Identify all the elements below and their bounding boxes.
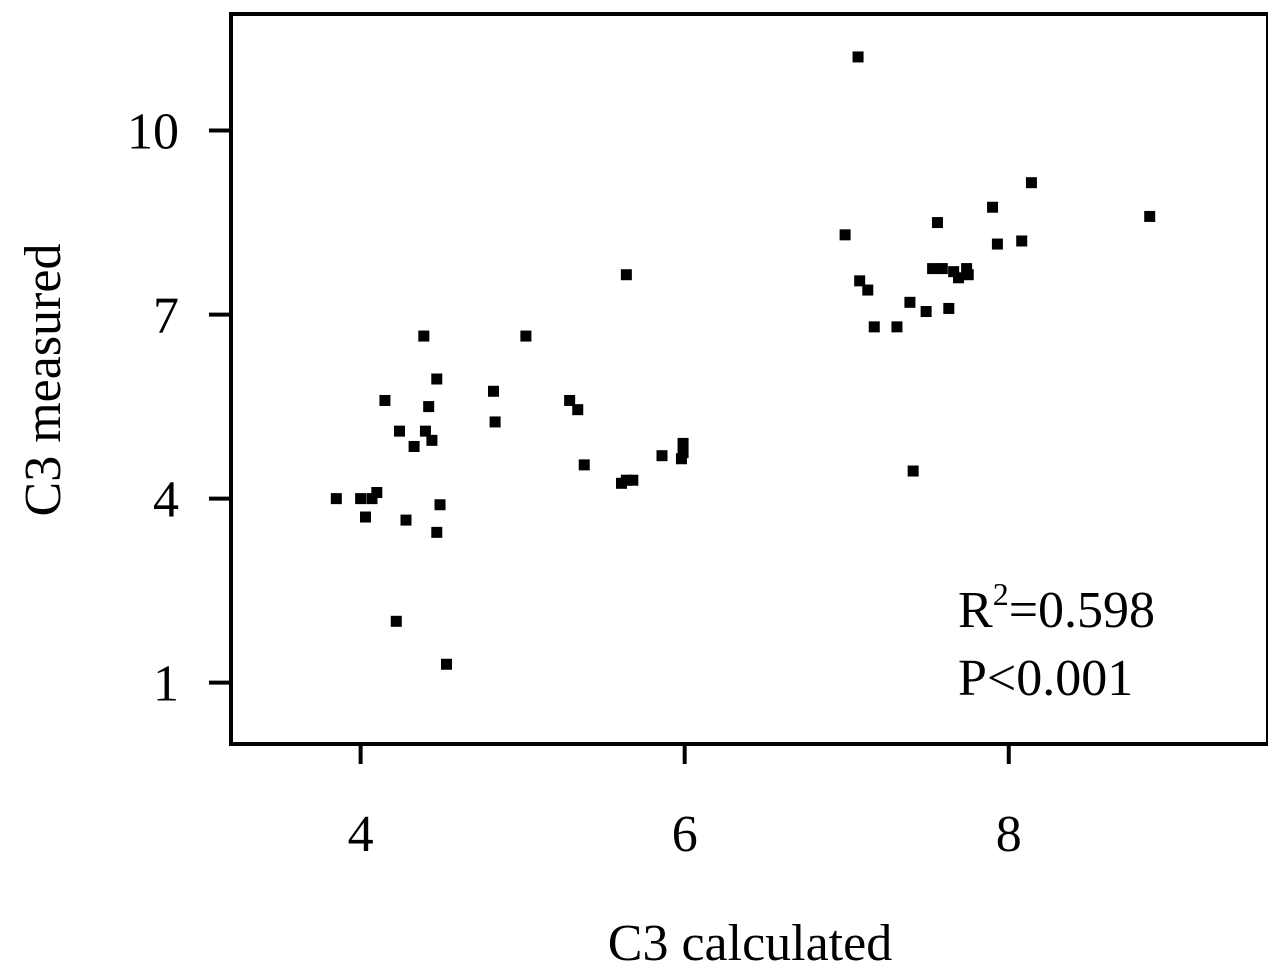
data-point	[1025, 177, 1037, 189]
data-point	[839, 229, 851, 241]
y-tick-label: 7	[153, 288, 179, 345]
data-point	[489, 416, 501, 428]
data-point	[862, 284, 874, 296]
data-point	[390, 615, 402, 627]
data-point	[943, 302, 955, 314]
r-squared-value: =0.598	[1009, 582, 1155, 639]
x-tick-label: 8	[996, 806, 1022, 863]
r-squared-prefix: R	[958, 582, 993, 639]
r-squared-superscript: 2	[993, 576, 1009, 612]
y-tick-label: 1	[153, 656, 179, 713]
data-point	[1144, 210, 1156, 222]
data-point	[400, 514, 412, 526]
data-point	[854, 275, 866, 287]
data-point	[431, 526, 443, 538]
p-value-annotation: P<0.001	[958, 650, 1133, 707]
data-point	[419, 425, 431, 437]
data-point	[431, 373, 443, 385]
x-tick-label: 4	[348, 806, 374, 863]
data-point	[953, 272, 965, 284]
data-point	[891, 321, 903, 333]
data-point	[620, 474, 632, 486]
data-point	[987, 201, 999, 213]
data-point	[359, 511, 371, 523]
x-axis-title: C3 calculated	[608, 915, 892, 968]
data-point	[572, 404, 584, 416]
data-point	[675, 453, 687, 465]
data-point	[1016, 235, 1028, 247]
data-point	[936, 263, 948, 275]
data-point	[394, 425, 406, 437]
x-tick-label: 6	[672, 806, 698, 863]
x-axis: 4 6 8	[348, 744, 1022, 863]
data-point	[379, 394, 391, 406]
r-squared-annotation: R2=0.598	[958, 576, 1155, 639]
plot-frame	[229, 12, 1268, 746]
data-point	[677, 437, 689, 449]
data-point	[904, 296, 916, 308]
data-point	[564, 394, 576, 406]
y-tick-label: 10	[127, 104, 179, 161]
data-point	[961, 263, 973, 275]
data-point	[487, 385, 499, 397]
data-point	[426, 434, 438, 446]
data-point	[907, 465, 919, 477]
data-point	[418, 330, 430, 342]
data-point	[423, 401, 435, 413]
data-point	[931, 217, 943, 229]
data-point	[434, 499, 446, 511]
data-point	[371, 486, 383, 498]
y-axis: 1 4 7 10	[127, 104, 231, 713]
data-point	[656, 450, 668, 462]
data-point	[330, 493, 342, 505]
data-point	[441, 658, 453, 670]
data-point	[677, 447, 689, 459]
data-point	[991, 238, 1003, 250]
data-point	[868, 321, 880, 333]
data-point	[408, 440, 420, 452]
data-point	[355, 493, 367, 505]
data-point	[962, 269, 974, 281]
y-tick-label: 4	[153, 472, 179, 529]
data-point	[366, 493, 378, 505]
data-point	[520, 330, 532, 342]
data-point	[920, 306, 932, 318]
data-point	[627, 474, 639, 486]
data-point	[927, 263, 939, 275]
data-point	[620, 269, 632, 281]
y-axis-title: C3 measured	[15, 244, 72, 517]
data-points	[330, 51, 1156, 670]
data-point	[852, 51, 864, 63]
data-point	[948, 266, 960, 278]
data-point	[578, 459, 590, 471]
